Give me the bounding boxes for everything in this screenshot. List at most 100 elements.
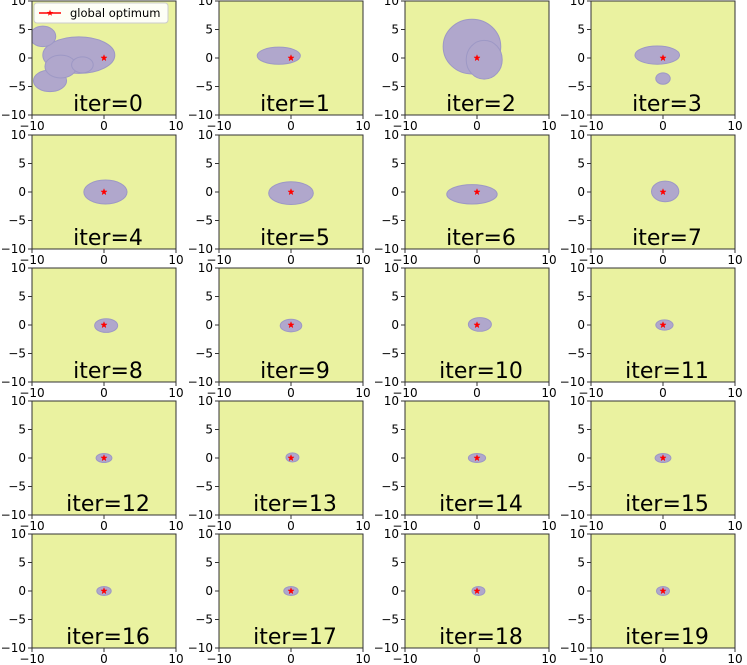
y-tick-label: 0 — [577, 51, 585, 65]
panel-14: 10 5 0 −5 −10−10 0 10 iter=14 — [374, 394, 557, 533]
y-tick-label: 10 — [198, 527, 213, 541]
global-optimum-marker — [659, 54, 667, 62]
y-tick-label: −10 — [560, 641, 585, 655]
legend-box — [33, 2, 169, 24]
global-optimum-marker — [100, 54, 108, 62]
x-tick-label: −10 — [578, 386, 603, 400]
y-tick-label: 10 — [198, 0, 213, 8]
x-tick-label: −10 — [392, 519, 417, 533]
x-tick-label: −10 — [19, 519, 44, 533]
y-tick-label: 10 — [198, 394, 213, 408]
y-tick-label: 5 — [577, 157, 585, 171]
y-tick-label: 5 — [18, 23, 26, 37]
y-tick-label: 10 — [384, 128, 399, 142]
y-tick-label: 0 — [18, 318, 26, 332]
y-tick-label: 0 — [205, 318, 213, 332]
x-tick-label: 0 — [473, 519, 481, 533]
y-tick-label: 0 — [18, 185, 26, 199]
y-tick-label: 5 — [205, 157, 213, 171]
y-tick-label: −10 — [188, 375, 213, 389]
y-tick-label: −5 — [8, 214, 26, 228]
iteration-label: iter=13 — [253, 492, 337, 517]
x-tick-label: −10 — [19, 386, 44, 400]
y-tick-label: 10 — [11, 128, 26, 142]
region-blob-0 — [446, 184, 498, 205]
legend-star-icon — [46, 9, 54, 16]
y-tick-label: −5 — [381, 80, 399, 94]
global-optimum-marker — [473, 321, 481, 329]
y-tick-label: 10 — [198, 128, 213, 142]
x-tick-label: 10 — [727, 119, 742, 133]
panel-17: 10 5 0 −5 −10−10 0 10 iter=17 — [188, 527, 371, 665]
feasible-region — [442, 18, 503, 80]
y-tick-label: 0 — [577, 318, 585, 332]
y-tick-label: −5 — [381, 214, 399, 228]
y-tick-label: −5 — [195, 80, 213, 94]
y-tick-label: −10 — [1, 108, 26, 122]
panel-15: 10 5 0 −5 −10−10 0 10 iter=15 — [560, 394, 743, 533]
y-tick-label: 5 — [577, 290, 585, 304]
y-tick-label: 5 — [205, 556, 213, 570]
y-tick-label: −5 — [381, 347, 399, 361]
x-tick-label: 0 — [473, 119, 481, 133]
y-tick-label: −10 — [1, 508, 26, 522]
y-tick-label: −5 — [8, 480, 26, 494]
global-optimum-marker — [473, 454, 481, 462]
y-tick-label: −10 — [560, 375, 585, 389]
panel-5: 10 5 0 −5 −10−10 0 10 iter=5 — [188, 128, 371, 267]
y-tick-label: 0 — [205, 185, 213, 199]
panel-12: 10 5 0 −5 −10−10 0 10 iter=12 — [1, 394, 184, 533]
y-tick-label: 5 — [18, 157, 26, 171]
feasible-region — [32, 25, 116, 93]
panel-10: 10 5 0 −5 −10−10 0 10 iter=10 — [374, 261, 557, 400]
y-tick-label: 5 — [391, 290, 399, 304]
iteration-label: iter=5 — [260, 226, 330, 251]
iteration-label: iter=15 — [625, 492, 709, 517]
x-tick-label: −10 — [578, 652, 603, 665]
x-tick-label: 0 — [287, 386, 295, 400]
panel-16: 10 5 0 −5 −10−10 0 10 iter=16 — [1, 527, 184, 665]
x-tick-label: 0 — [659, 119, 667, 133]
y-tick-label: 10 — [570, 527, 585, 541]
global-optimum-marker — [659, 321, 667, 329]
feasible-region — [446, 184, 498, 205]
iteration-label: iter=18 — [439, 625, 523, 650]
x-tick-label: −10 — [206, 119, 231, 133]
iteration-label: iter=1 — [260, 92, 330, 117]
x-tick-label: 0 — [473, 386, 481, 400]
y-tick-label: 5 — [205, 290, 213, 304]
y-tick-label: 0 — [391, 584, 399, 598]
x-tick-label: 10 — [355, 652, 370, 665]
y-tick-label: −5 — [567, 214, 585, 228]
y-tick-label: 0 — [205, 51, 213, 65]
y-tick-label: −5 — [381, 480, 399, 494]
region-blob-1 — [655, 72, 671, 85]
y-tick-label: 0 — [205, 451, 213, 465]
y-tick-label: 0 — [577, 584, 585, 598]
panel-6: 10 5 0 −5 −10−10 0 10 iter=6 — [374, 128, 557, 267]
iteration-label: iter=4 — [73, 226, 143, 251]
y-tick-label: −5 — [567, 347, 585, 361]
x-tick-label: 0 — [287, 253, 295, 267]
y-tick-label: −10 — [560, 508, 585, 522]
y-tick-label: −5 — [195, 347, 213, 361]
y-tick-label: −5 — [381, 613, 399, 627]
x-tick-label: 0 — [100, 253, 108, 267]
x-tick-label: −10 — [19, 652, 44, 665]
panel-11: 10 5 0 −5 −10−10 0 10 iter=11 — [560, 261, 743, 400]
y-tick-label: 0 — [577, 451, 585, 465]
global-optimum-marker — [659, 454, 667, 462]
y-tick-label: 10 — [11, 527, 26, 541]
x-tick-label: 0 — [659, 519, 667, 533]
y-tick-label: 5 — [205, 23, 213, 37]
global-optimum-marker — [473, 54, 481, 62]
y-tick-label: 0 — [391, 51, 399, 65]
feasible-region — [256, 46, 301, 65]
x-tick-label: 0 — [659, 253, 667, 267]
y-tick-label: −10 — [188, 108, 213, 122]
global-optimum-marker — [287, 587, 295, 595]
panel-19: 10 5 0 −5 −10−10 0 10 iter=19 — [560, 527, 743, 665]
global-optimum-marker — [287, 188, 295, 196]
x-tick-label: 0 — [287, 119, 295, 133]
